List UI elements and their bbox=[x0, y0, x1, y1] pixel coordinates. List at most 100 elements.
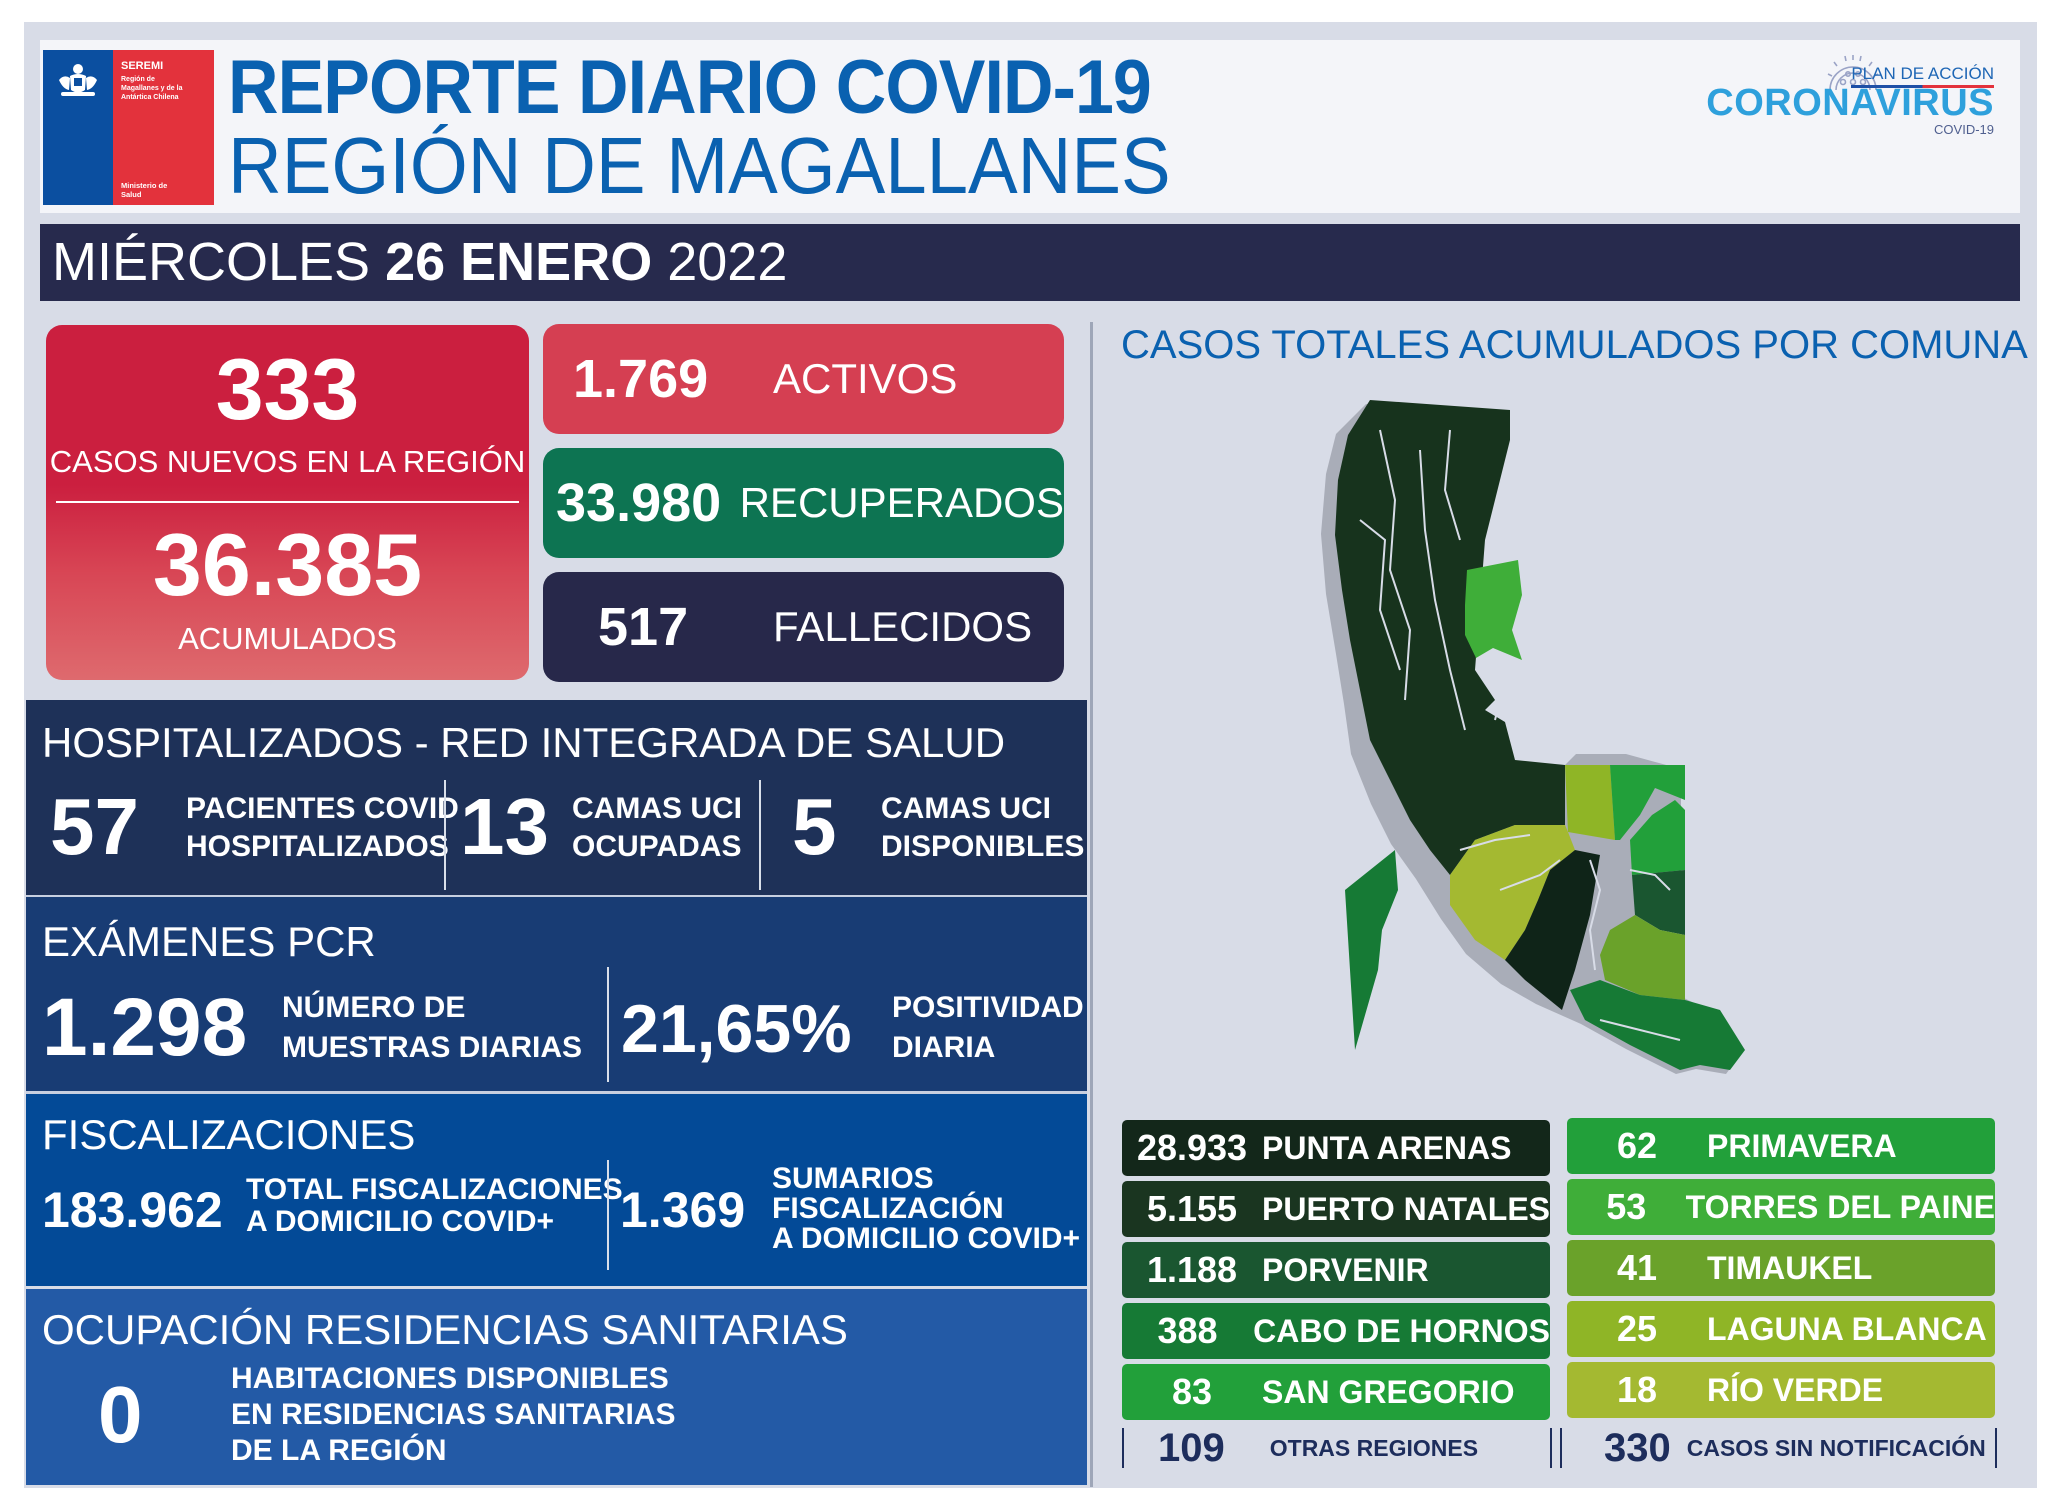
icu-occupied-value: 13 bbox=[460, 782, 549, 871]
card-divider bbox=[56, 501, 519, 503]
commune-value: 53 bbox=[1606, 1186, 1647, 1227]
inspections-title: FISCALIZACIONES bbox=[42, 1111, 416, 1158]
commune-name: SAN GREGORIO bbox=[1262, 1373, 1515, 1410]
new-cases-value: 333 bbox=[215, 342, 360, 438]
unnotified-label: CASOS SIN NOTIFICACIÓN bbox=[1686, 1434, 1986, 1461]
section-divider bbox=[26, 895, 1087, 898]
inspections-summary-label-3: A DOMICILIO COVID+ bbox=[772, 1222, 1081, 1255]
commune-list-right: 62 PRIMAVERA 53 TORRES DEL PAINE 41 TIMA… bbox=[1567, 1118, 1995, 1423]
column-divider bbox=[607, 967, 609, 1082]
commune-row-porvenir: 1.188 PORVENIR bbox=[1122, 1242, 1550, 1298]
icu-occupied-label-1: CAMAS UCI bbox=[572, 792, 742, 825]
seremi-label: SEREMI bbox=[121, 60, 164, 72]
commune-row-torres-del-paine: 53 TORRES DEL PAINE bbox=[1567, 1179, 1995, 1235]
commune-row-rio-verde: 18 RÍO VERDE bbox=[1567, 1362, 1995, 1418]
residences-section: OCUPACIÓN RESIDENCIAS SANITARIAS 0 HABIT… bbox=[26, 1289, 1087, 1485]
pcr-positivity-label-2: DIARIA bbox=[892, 1031, 996, 1064]
region-label: Región de Magallanes y de la Antártica C… bbox=[121, 76, 183, 101]
government-logo: SEREMI Región de Magallanes y de la Antá… bbox=[43, 50, 214, 205]
pcr-samples-label-2: MUESTRAS DIARIAS bbox=[282, 1031, 583, 1064]
commune-name: PORVENIR bbox=[1262, 1251, 1429, 1288]
commune-name: CABO DE HORNOS bbox=[1253, 1312, 1550, 1349]
total-cases-label: ACUMULADOS bbox=[178, 621, 397, 656]
commune-name: TORRES DEL PAINE bbox=[1685, 1188, 1995, 1225]
column-divider bbox=[759, 780, 761, 890]
hospitalized-label-1: PACIENTES COVID bbox=[186, 792, 459, 825]
residences-label-1: HABITACIONES DISPONIBLES bbox=[231, 1362, 669, 1395]
section-divider bbox=[26, 1091, 1087, 1094]
pcr-samples-value: 1.298 bbox=[42, 982, 248, 1073]
inspections-total-label-2: A DOMICILIO COVID+ bbox=[246, 1205, 555, 1238]
active-label: ACTIVOS bbox=[773, 355, 958, 402]
coronavirus-label: CORONAVIRUS bbox=[1706, 82, 1994, 124]
other-regions-item: 109 OTRAS REGIONES bbox=[1158, 1424, 1478, 1472]
commune-name: PUNTA ARENAS bbox=[1262, 1129, 1512, 1166]
chile-crest-icon bbox=[59, 64, 97, 96]
commune-value: 18 bbox=[1616, 1369, 1658, 1410]
commune-row-cabo-de-hornos: 388 CABO DE HORNOS bbox=[1122, 1303, 1550, 1359]
commune-row-laguna-blanca: 25 LAGUNA BLANCA bbox=[1567, 1301, 1995, 1357]
commune-row-primavera: 62 PRIMAVERA bbox=[1567, 1118, 1995, 1174]
pcr-positivity-label-1: POSITIVIDAD bbox=[892, 991, 1084, 1024]
hospitalized-value: 57 bbox=[50, 782, 139, 871]
commune-row-puerto-natales: 5.155 PUERTO NATALES bbox=[1122, 1181, 1550, 1237]
header-panel bbox=[40, 40, 2020, 213]
commune-name: PUERTO NATALES bbox=[1261, 1190, 1550, 1227]
new-cases-card: 333 CASOS NUEVOS EN LA REGIÓN 36.385 ACU… bbox=[46, 325, 529, 680]
pcr-section: EXÁMENES PCR 1.298 NÚMERO DE MUESTRAS DI… bbox=[26, 897, 1087, 1092]
pcr-positivity-value: 21,65% bbox=[621, 991, 852, 1067]
inspections-summary-label-2: FISCALIZACIÓN bbox=[772, 1192, 1004, 1225]
map-title: CASOS TOTALES ACUMULADOS POR COMUNA bbox=[1121, 323, 2028, 367]
plan-coronavirus-logo: PLAN DE ACCIÓN CORONAVIRUS COVID-19 bbox=[1706, 52, 2000, 142]
inspections-section: FISCALIZACIONES 183.962 TOTAL FISCALIZAC… bbox=[26, 1094, 1087, 1286]
commune-name: RÍO VERDE bbox=[1707, 1371, 1884, 1408]
date-bar: MIÉRCOLES 26 ENERO 2022 bbox=[40, 224, 2020, 301]
region-title: REGIÓN DE MAGALLANES bbox=[228, 121, 1171, 210]
residences-value: 0 bbox=[98, 1370, 143, 1459]
inspections-summary-value: 1.369 bbox=[620, 1182, 746, 1238]
hospitalized-section: HOSPITALIZADOS - RED INTEGRADA DE SALUD … bbox=[26, 700, 1087, 895]
commune-name: TIMAUKEL bbox=[1707, 1249, 1873, 1286]
unnotified-item: 330 CASOS SIN NOTIFICACIÓN bbox=[1604, 1424, 1986, 1472]
commune-row-punta-arenas: 28.933 PUNTA ARENAS bbox=[1122, 1120, 1550, 1176]
logo-blue-band bbox=[43, 50, 113, 205]
commune-list-left: 28.933 PUNTA ARENAS 5.155 PUERTO NATALES… bbox=[1122, 1120, 1550, 1425]
pcr-title: EXÁMENES PCR bbox=[42, 918, 376, 965]
column-divider bbox=[444, 780, 446, 890]
recovered-label: RECUPERADOS bbox=[739, 479, 1064, 526]
residences-label-2: EN RESIDENCIAS SANITARIAS bbox=[231, 1398, 676, 1431]
commune-name: PRIMAVERA bbox=[1707, 1127, 1897, 1164]
date-day-month: 26 ENERO bbox=[385, 232, 653, 292]
plan-de-accion-label: PLAN DE ACCIÓN bbox=[1851, 64, 1994, 88]
deceased-label: FALLECIDOS bbox=[773, 603, 1033, 650]
deceased-card: 517 FALLECIDOS bbox=[543, 572, 1064, 682]
foot-bar bbox=[1995, 1428, 1997, 1468]
total-cases-value: 36.385 bbox=[152, 515, 423, 614]
date-year: 2022 bbox=[667, 232, 788, 292]
active-value: 1.769 bbox=[573, 349, 709, 409]
commune-value: 388 bbox=[1157, 1310, 1218, 1351]
commune-value: 83 bbox=[1171, 1371, 1213, 1412]
commune-value: 1.188 bbox=[1146, 1249, 1238, 1290]
icu-available-label-2: DISPONIBLES bbox=[881, 830, 1085, 863]
commune-value: 41 bbox=[1616, 1247, 1658, 1288]
foot-bar bbox=[1550, 1428, 1552, 1468]
column-divider bbox=[607, 1160, 609, 1270]
active-cases-card: 1.769 ACTIVOS bbox=[543, 324, 1064, 434]
commune-value: 28.933 bbox=[1136, 1127, 1248, 1168]
foot-bar bbox=[1560, 1428, 1562, 1468]
date-weekday: MIÉRCOLES bbox=[52, 232, 371, 292]
other-regions-label: OTRAS REGIONES bbox=[1269, 1434, 1479, 1461]
recovered-value: 33.980 bbox=[556, 473, 722, 533]
ministry-label: Ministerio de Salud bbox=[121, 181, 168, 199]
magallanes-region-map bbox=[1321, 400, 1745, 1074]
inspections-total-label-1: TOTAL FISCALIZACIONES bbox=[246, 1173, 623, 1206]
logo-red-band: SEREMI Región de Magallanes y de la Antá… bbox=[113, 50, 214, 205]
unnotified-value: 330 bbox=[1604, 1425, 1671, 1470]
foot-bar bbox=[1122, 1428, 1124, 1468]
report-title: REPORTE DIARIO COVID-19 bbox=[228, 45, 1152, 130]
deceased-value: 517 bbox=[598, 597, 689, 657]
inspections-summary-label-1: SUMARIOS bbox=[772, 1162, 934, 1195]
residences-label-3: DE LA REGIÓN bbox=[231, 1434, 447, 1467]
commune-row-timaukel: 41 TIMAUKEL bbox=[1567, 1240, 1995, 1296]
